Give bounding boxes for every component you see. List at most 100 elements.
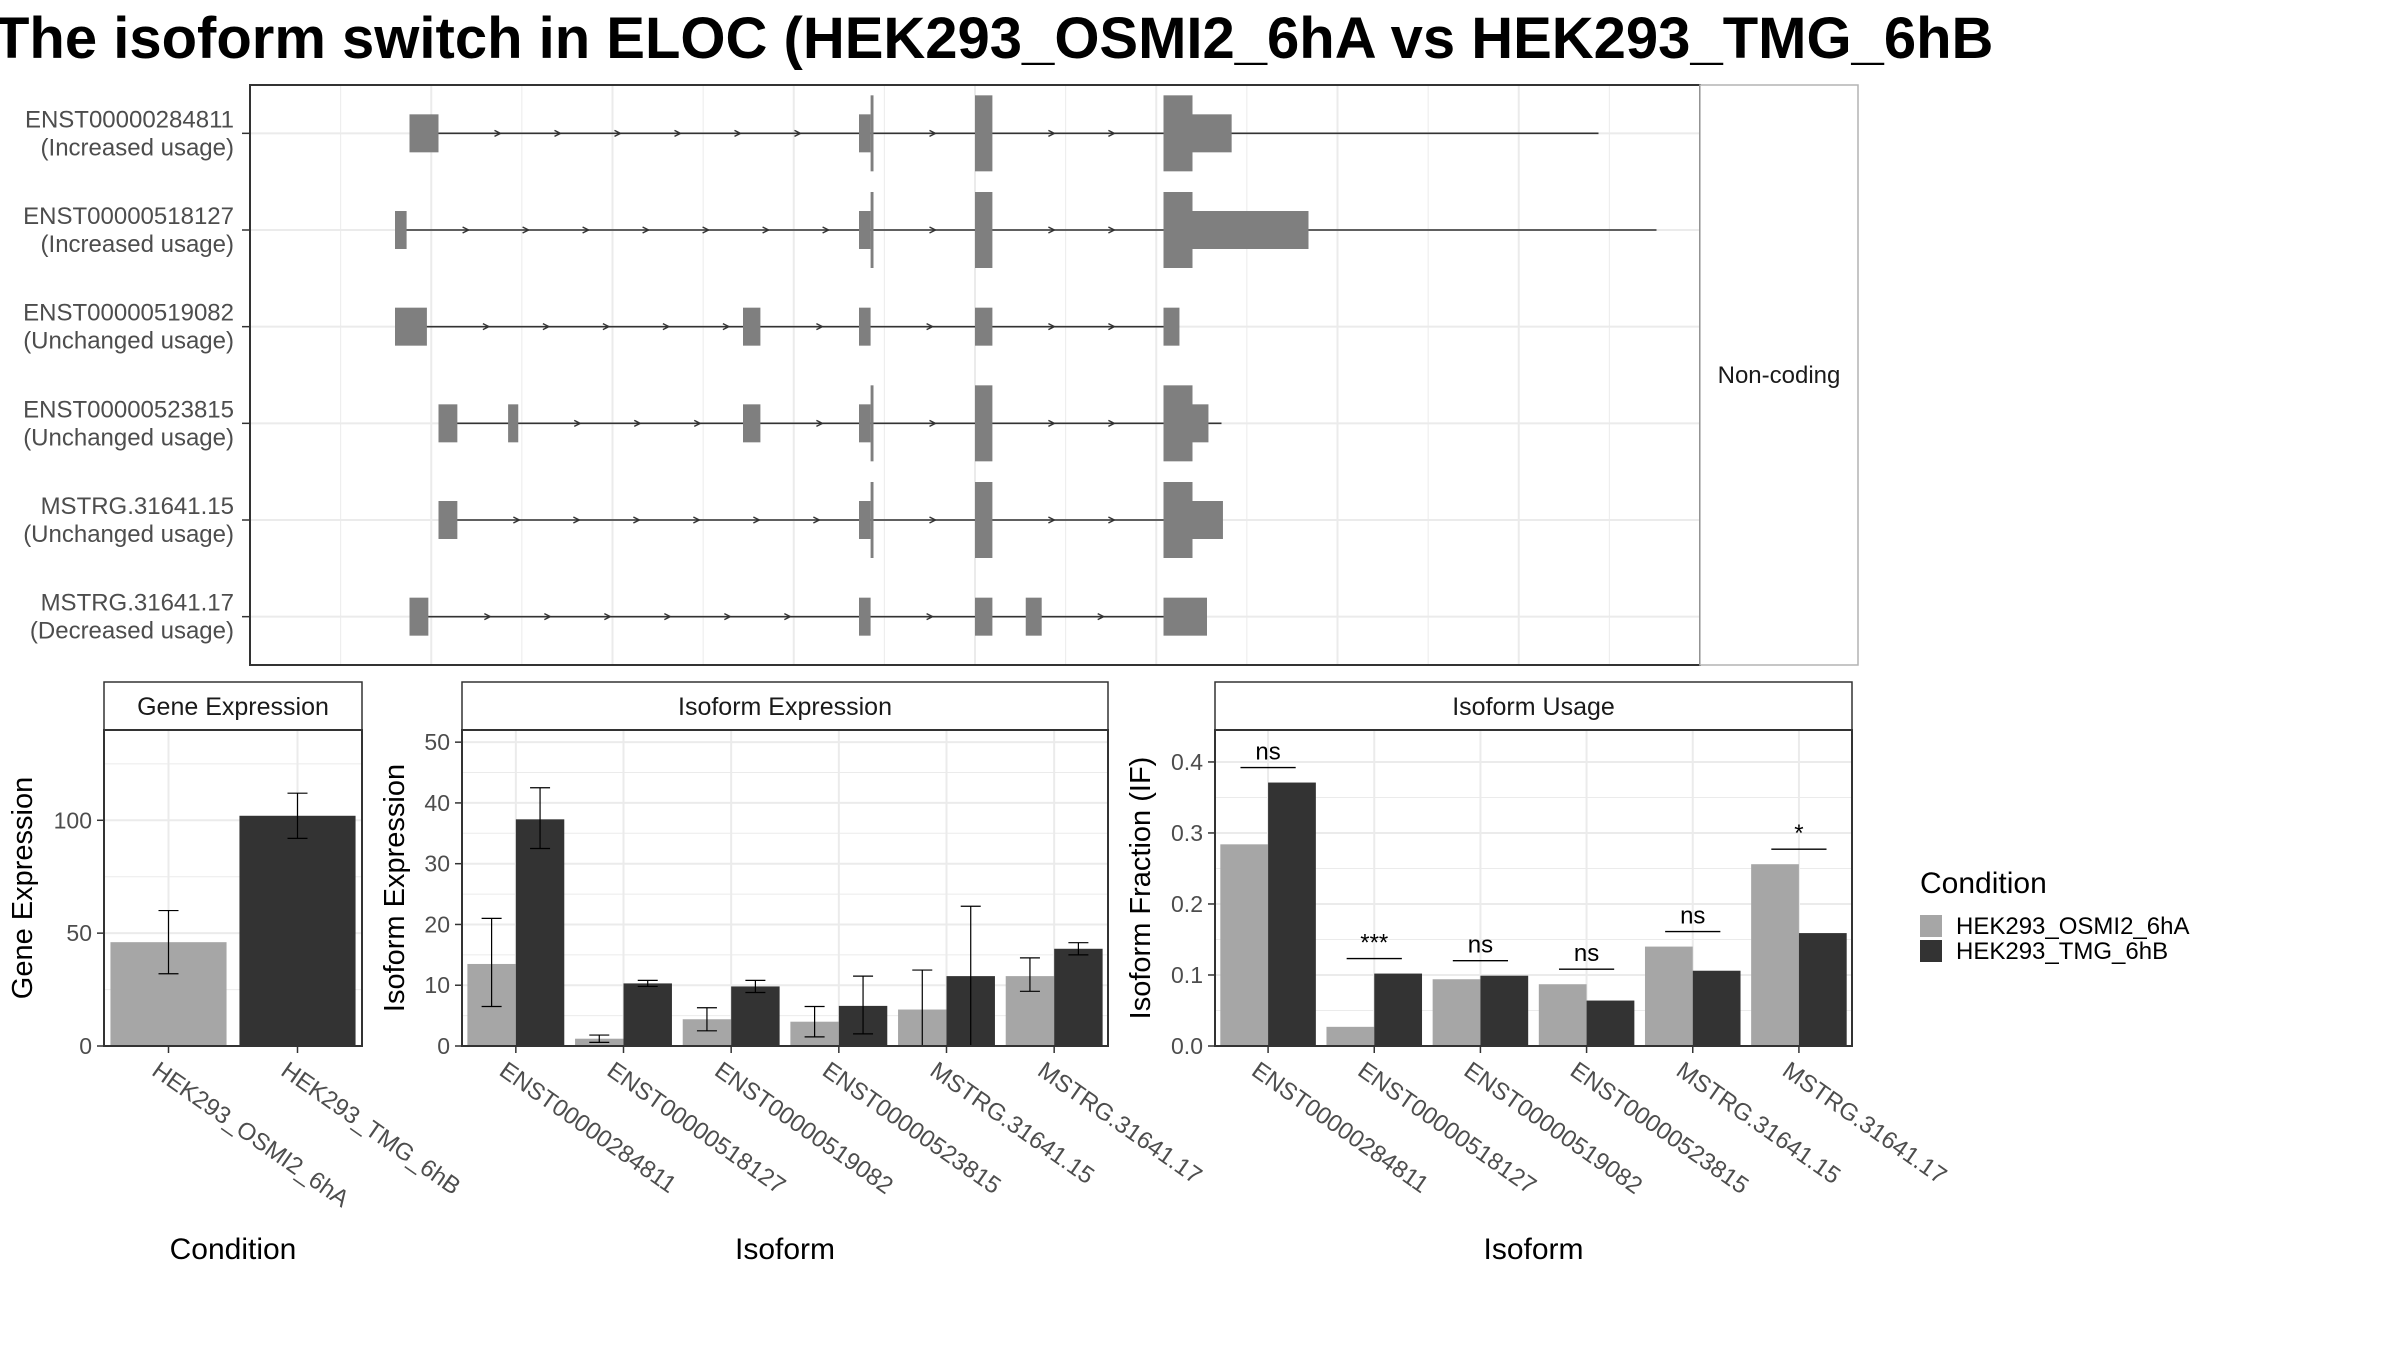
exon-block: [870, 482, 874, 558]
strand-arrow: [664, 613, 672, 621]
y-tick-label: 0: [437, 1033, 450, 1059]
exon-block: [1192, 501, 1223, 539]
legend-title: Condition: [1920, 867, 2047, 900]
strand-arrow: [633, 516, 641, 524]
exon-block: [409, 597, 429, 636]
bar: [1268, 782, 1316, 1046]
transcript-id-label: ENST00000518127: [23, 203, 234, 230]
y-tick-label: 0: [79, 1033, 92, 1059]
legend-item-label: HEK293_TMG_6hB: [1956, 938, 2168, 965]
y-tick-label: 30: [424, 851, 450, 877]
plot-border: [461, 729, 1109, 1047]
x-tick-label: ENST00000519082: [1459, 1057, 1647, 1200]
transcript-usage-label: (Unchanged usage): [23, 328, 234, 355]
bar: [515, 819, 565, 1046]
y-tick-label: 100: [54, 807, 92, 833]
strand-arrow: [604, 613, 612, 621]
figure-title: The isoform switch in ELOC (HEK293_OSMI2…: [0, 6, 1993, 71]
exon-block: [743, 307, 761, 346]
significance-label: ns: [1680, 903, 1705, 930]
bar: [1751, 864, 1799, 1046]
y-tick-label: 10: [424, 972, 450, 998]
strand-arrow: [784, 613, 792, 621]
strand-arrow: [1097, 613, 1106, 621]
strand-arrow: [573, 419, 582, 427]
y-tick-label: 50: [424, 729, 450, 755]
exon-block: [438, 501, 458, 539]
strand-arrow: [642, 226, 651, 234]
exon-block: [870, 385, 874, 462]
strand-arrow: [494, 129, 503, 137]
x-axis-title: Condition: [170, 1233, 297, 1266]
strand-arrow: [462, 226, 471, 234]
exon-block: [1163, 192, 1193, 268]
significance-label: ***: [1360, 930, 1388, 957]
strand-arrow: [753, 516, 761, 524]
exon-block: [1192, 404, 1209, 443]
y-tick-label: 0.4: [1171, 749, 1203, 775]
y-axis-title: Gene Expression: [7, 777, 39, 999]
strand-arrow: [1048, 226, 1056, 234]
exon-block: [859, 114, 871, 153]
x-axis-title: Isoform: [735, 1233, 835, 1266]
strand-arrow: [1108, 129, 1116, 137]
bar: [731, 986, 780, 1046]
transcript-structure-panel: ENST00000284811(Increased usage)ENST0000…: [23, 84, 1859, 666]
exon-block: [1163, 482, 1193, 558]
strand-arrow: [573, 516, 581, 524]
x-tick-label: ENST00000518127: [1353, 1057, 1541, 1200]
strand-arrow: [1108, 226, 1116, 234]
significance-label: ns: [1574, 940, 1599, 967]
y-tick-label: 0.0: [1171, 1033, 1203, 1059]
exon-block: [859, 597, 871, 636]
strand-arrow: [794, 129, 803, 137]
strand-arrow: [724, 613, 732, 621]
exon-block: [1163, 385, 1193, 462]
transcript-id-label: ENST00000284811: [25, 106, 234, 133]
y-tick-label: 0.1: [1171, 962, 1203, 988]
bar: [1374, 973, 1423, 1046]
isoform-expression-panel: Isoform Expression 0 10 20 30 40 50 Isoform Exp…: [379, 681, 1207, 1266]
y-tick-label: 50: [66, 920, 92, 946]
transcript-id-label: MSTRG.31641.15: [41, 493, 234, 520]
strand-arrow: [614, 129, 623, 137]
strand-arrow: [929, 516, 938, 524]
exon-block: [1163, 307, 1180, 346]
x-tick-label: ENST00000518127: [602, 1057, 790, 1200]
panel-strip-title: Gene Expression: [137, 693, 329, 721]
strand-arrow: [1048, 516, 1056, 524]
x-tick-label: ENST00000523815: [1565, 1057, 1753, 1200]
x-tick-label: ENST00000523815: [817, 1057, 1005, 1200]
significance-label: ns: [1468, 932, 1493, 959]
y-tick-label: 0.2: [1171, 891, 1203, 917]
legend-item-label: HEK293_OSMI2_6hA: [1956, 913, 2189, 940]
exon-block: [1025, 597, 1042, 636]
plot-border: [1214, 729, 1853, 1047]
bar: [1692, 970, 1741, 1046]
bar: [1538, 984, 1587, 1046]
x-tick-label: ENST00000519082: [710, 1057, 898, 1200]
legend-swatch: [1920, 940, 1942, 962]
x-tick-label: ENST00000284811: [1247, 1057, 1434, 1199]
y-tick-label: 0.3: [1171, 820, 1203, 846]
plot-background: [1215, 730, 1852, 1046]
exon-block: [975, 307, 993, 346]
exon-block: [859, 501, 871, 539]
panel-strip: [1214, 681, 1853, 731]
significance-label: ns: [1255, 739, 1280, 766]
exon-block: [975, 192, 993, 268]
transcript-id-label: ENST00000519082: [23, 300, 234, 327]
plot-background: [462, 730, 1108, 1046]
structure-strip: [1699, 84, 1859, 666]
strand-arrow: [693, 516, 701, 524]
strand-arrow: [1108, 419, 1116, 427]
y-axis-title: Isoform Expression: [379, 764, 411, 1012]
strand-arrow: [482, 323, 491, 331]
exon-block: [859, 211, 871, 249]
panel-strip-title: Isoform Expression: [678, 693, 892, 721]
exon-block: [508, 404, 519, 443]
strand-arrow: [484, 613, 492, 621]
strand-arrow: [734, 129, 743, 137]
